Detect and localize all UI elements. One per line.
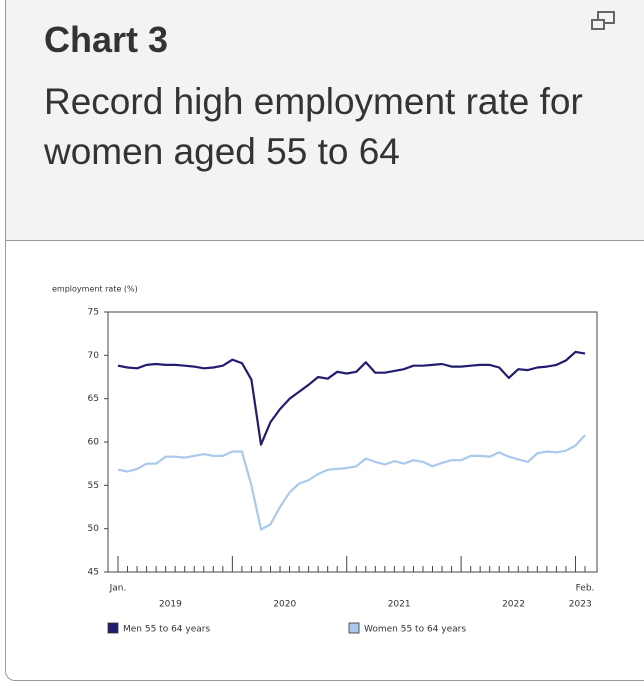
series-line [117, 434, 586, 531]
legend-label: Men 55 to 64 years [123, 625, 210, 635]
y-tick-label: 65 [88, 394, 99, 404]
year-label: 2023 [569, 600, 592, 610]
y-axis-label: employment rate (%) [52, 285, 138, 294]
y-tick-label: 60 [88, 438, 100, 448]
y-tick-label: 70 [88, 351, 100, 361]
y-tick-label: 55 [88, 481, 99, 491]
year-label: 2019 [159, 600, 182, 610]
x-tick-label: Jan. [109, 584, 127, 594]
legend-swatch [348, 622, 360, 634]
y-tick-label: 75 [88, 308, 99, 318]
series-line [117, 350, 586, 446]
chart-title: Chart 3 [44, 19, 169, 60]
year-label: 2020 [273, 600, 296, 610]
header: Chart 3 Record high employment rate for … [5, 0, 644, 241]
y-tick-label: 50 [88, 524, 100, 534]
y-tick-label: 45 [88, 568, 99, 578]
chart-panel [5, 241, 644, 681]
plot-frame [107, 311, 598, 573]
x-tick-label: Feb. [576, 584, 595, 594]
expand-icon[interactable] [584, 7, 624, 47]
chart-subtitle: Record high employment rate for women ag… [44, 81, 583, 172]
legend-label: Women 55 to 64 years [364, 625, 466, 635]
year-label: 2022 [502, 600, 525, 610]
legend-swatch [107, 622, 119, 634]
year-label: 2021 [388, 600, 411, 610]
